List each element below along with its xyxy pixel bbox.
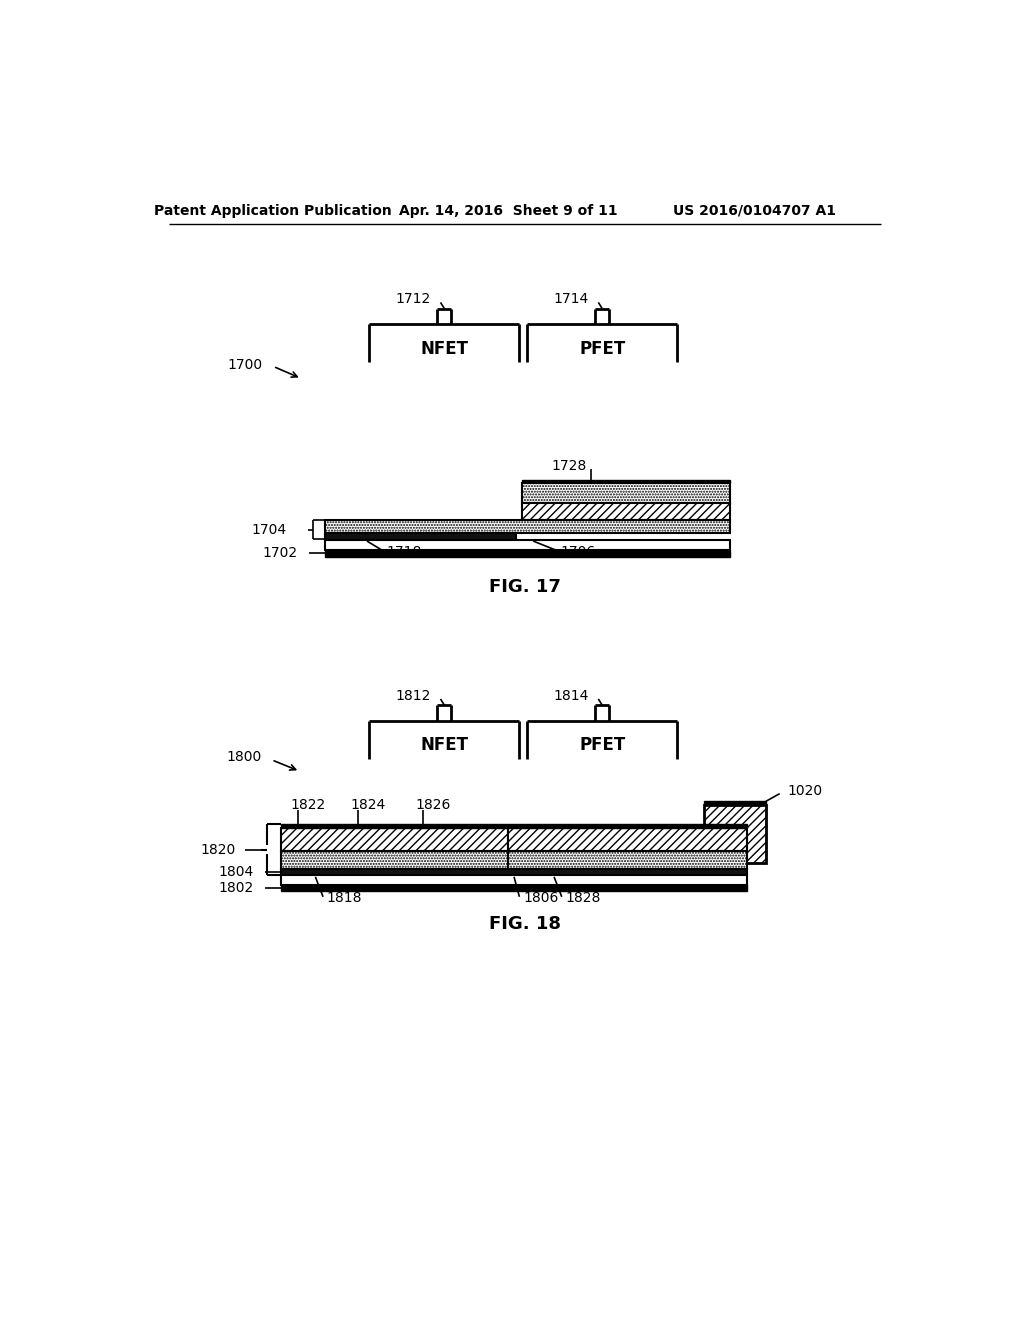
Text: 1824: 1824 (350, 799, 385, 812)
Bar (521, 480, 730, 483)
Text: 1828: 1828 (565, 891, 601, 906)
Bar (508, 829, 746, 851)
Text: Apr. 14, 2016  Sheet 9 of 11: Apr. 14, 2016 Sheet 9 of 11 (398, 203, 617, 218)
Text: 1806: 1806 (523, 891, 559, 906)
Text: 1704: 1704 (251, 523, 286, 537)
Text: NFET: NFET (420, 737, 468, 754)
Text: Patent Application Publication: Patent Application Publication (155, 203, 392, 218)
Text: 1714: 1714 (553, 292, 589, 306)
Text: 1020: 1020 (787, 784, 822, 797)
Text: US 2016/0104707 A1: US 2016/0104707 A1 (673, 203, 836, 218)
Bar (705, 805, 766, 863)
Text: 1804: 1804 (218, 865, 254, 879)
Bar (281, 851, 508, 869)
Text: 1728: 1728 (552, 459, 587, 474)
Bar (325, 533, 515, 540)
Text: PFET: PFET (579, 737, 626, 754)
Bar (521, 503, 730, 520)
Text: 1718: 1718 (386, 545, 422, 558)
Bar (281, 829, 508, 851)
Text: 1700: 1700 (228, 358, 263, 372)
Text: 1702: 1702 (262, 546, 298, 561)
Text: 1818: 1818 (327, 891, 362, 906)
Text: 1706: 1706 (560, 545, 596, 558)
Text: 1712: 1712 (395, 292, 430, 306)
Text: 1812: 1812 (395, 689, 430, 702)
Text: 1802: 1802 (218, 880, 254, 895)
Bar (521, 483, 730, 503)
Bar (325, 520, 730, 533)
Bar (325, 549, 730, 557)
Text: NFET: NFET (420, 341, 468, 358)
Text: 1800: 1800 (226, 751, 261, 764)
Text: 1814: 1814 (553, 689, 589, 702)
Text: 1820: 1820 (201, 843, 237, 857)
Text: 1822: 1822 (290, 799, 326, 812)
Bar (508, 851, 746, 869)
Text: 1826: 1826 (416, 799, 451, 812)
Bar (281, 825, 746, 829)
Bar (705, 801, 766, 805)
Bar (281, 869, 746, 875)
Text: FIG. 17: FIG. 17 (488, 578, 561, 595)
Text: PFET: PFET (579, 341, 626, 358)
Text: FIG. 18: FIG. 18 (488, 915, 561, 933)
Bar (281, 884, 746, 891)
Bar (281, 875, 746, 884)
Bar (325, 540, 730, 549)
